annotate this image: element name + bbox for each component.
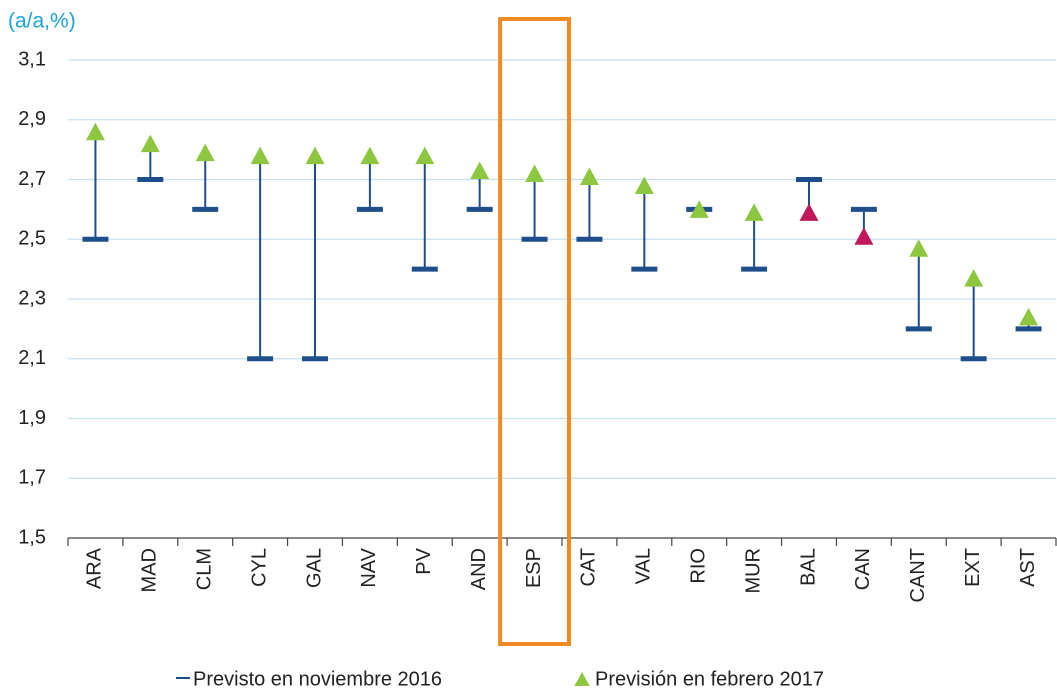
nov-2016-mark bbox=[137, 177, 164, 182]
x-tick-label: VAL bbox=[633, 548, 655, 584]
y-tick-label: 1,5 bbox=[18, 526, 46, 548]
x-tick-label: PV bbox=[413, 547, 435, 574]
x-tick-label: CAN bbox=[852, 548, 874, 590]
legend-label: Previsto en noviembre 2016 bbox=[193, 668, 442, 690]
feb-2017-mark bbox=[634, 176, 654, 194]
x-tick-label: RIO bbox=[688, 548, 710, 584]
nov-2016-mark bbox=[192, 206, 219, 212]
x-tick-label: AST bbox=[1017, 548, 1039, 587]
nov-2016-mark bbox=[247, 356, 274, 362]
y-tick-label: 3,1 bbox=[18, 48, 46, 70]
nov-2016-mark bbox=[302, 356, 328, 362]
x-tick-label: MUR bbox=[742, 548, 764, 594]
feb-2017-mark bbox=[470, 161, 490, 180]
nov-2016-mark bbox=[82, 236, 109, 242]
nov-2016-mark bbox=[356, 206, 383, 212]
x-tick-label: CLM bbox=[194, 548, 216, 590]
feb-2017-mark bbox=[799, 203, 819, 221]
feb-2017-mark bbox=[689, 200, 709, 218]
x-tick-label: CAT bbox=[578, 548, 600, 587]
x-tick-label: ESP bbox=[523, 548, 545, 588]
feb-2017-mark bbox=[854, 227, 874, 245]
feb-2017-mark bbox=[85, 122, 105, 141]
nov-2016-mark bbox=[411, 266, 438, 272]
x-tick-label: CANT bbox=[907, 548, 929, 602]
nov-2016-mark bbox=[960, 356, 987, 362]
feb-2017-mark bbox=[964, 269, 984, 287]
y-tick-label: 2,5 bbox=[18, 228, 46, 250]
feb-2017-mark bbox=[744, 203, 764, 221]
x-tick-label: AND bbox=[468, 548, 490, 590]
nov-2016-mark bbox=[1015, 326, 1042, 332]
nov-2016-mark bbox=[521, 236, 548, 242]
y-tick-label: 1,9 bbox=[18, 407, 46, 429]
highlight-box bbox=[498, 17, 571, 646]
nov-2016-mark bbox=[576, 236, 603, 242]
feb-2017-mark bbox=[525, 164, 545, 183]
y-tick-label: 2,3 bbox=[18, 287, 46, 309]
feb-2017-mark bbox=[415, 146, 435, 165]
x-tick-label: CYL bbox=[248, 548, 270, 587]
feb-2017-mark bbox=[1019, 307, 1039, 326]
nov-2016-mark bbox=[796, 177, 822, 182]
feb-2017-mark bbox=[305, 146, 325, 165]
nov-2016-mark bbox=[466, 206, 493, 212]
nov-2016-mark bbox=[850, 206, 877, 212]
nov-2016-mark bbox=[631, 266, 658, 272]
feb-2017-mark bbox=[360, 146, 380, 165]
y-tick-label: 2,7 bbox=[18, 168, 46, 190]
legend-swatch bbox=[574, 672, 590, 686]
x-tick-label: EXT bbox=[962, 548, 984, 587]
x-tick-label: BAL bbox=[797, 548, 819, 586]
feb-2017-mark bbox=[579, 167, 599, 186]
y-tick-label: 2,1 bbox=[18, 347, 46, 369]
y-tick-label: 2,9 bbox=[18, 108, 46, 130]
x-tick-label: NAV bbox=[358, 547, 380, 587]
legend-label: Previsión en febrero 2017 bbox=[595, 668, 824, 690]
feb-2017-mark bbox=[195, 143, 215, 162]
feb-2017-mark bbox=[909, 239, 929, 257]
y-axis-label: (a/a,%) bbox=[8, 10, 76, 33]
y-tick-label: 1,7 bbox=[18, 467, 46, 489]
feb-2017-mark bbox=[140, 134, 160, 153]
nov-2016-mark bbox=[741, 266, 768, 272]
x-tick-label: ARA bbox=[84, 547, 106, 589]
x-tick-label: GAL bbox=[303, 548, 325, 588]
x-tick-label: MAD bbox=[139, 548, 161, 592]
feb-2017-mark bbox=[250, 146, 270, 165]
nov-2016-mark bbox=[905, 326, 932, 332]
